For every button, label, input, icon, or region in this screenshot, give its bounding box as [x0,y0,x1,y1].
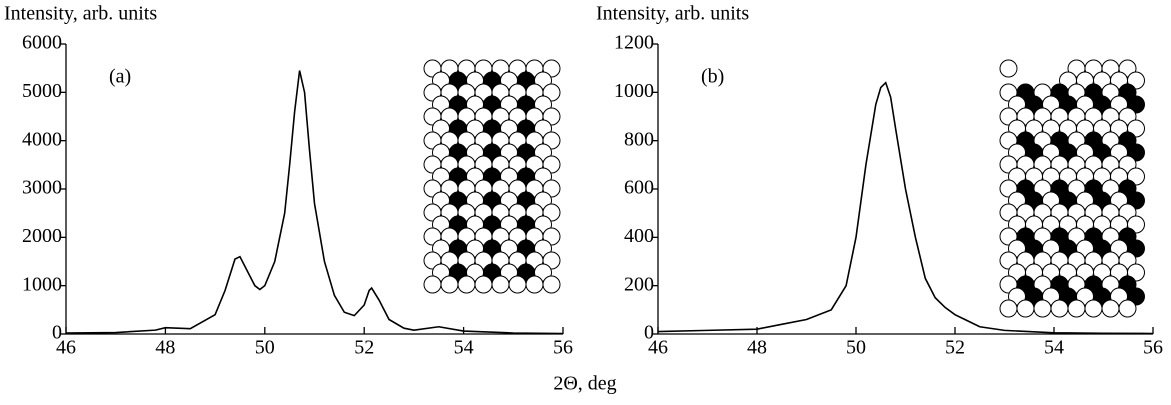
y-tick-label: 1000 [22,273,62,295]
x-tick-label: 48 [155,337,175,359]
intensity-line [657,81,1154,335]
atom [1050,299,1069,318]
atom [440,275,459,294]
atom [1101,299,1120,318]
y-tick-label: 600 [624,177,654,199]
panel-label: (a) [109,66,131,88]
x-tick-label: 54 [454,337,474,359]
y-tick-label: 4000 [22,128,62,150]
y-tick-label: 1000 [614,80,654,102]
atom [423,275,442,294]
x-tick-label: 50 [846,337,866,359]
y-tick-label: 1200 [614,32,654,54]
y-tick-label: 200 [624,273,654,295]
y-tick-label: 800 [624,128,654,150]
y-tick-label: 3000 [22,177,62,199]
atom [491,275,510,294]
atom [1067,299,1086,318]
atom [1016,299,1035,318]
x-tick-label: 46 [56,337,76,359]
x-tick-label: 52 [945,337,965,359]
atom [525,275,544,294]
x-tick-label: 52 [354,337,374,359]
atom [474,275,493,294]
x-tick-label: 54 [1044,337,1064,359]
x-tick-label: 46 [648,337,668,359]
x-axis-label: 2Θ, deg [553,373,616,395]
panel-label: (b) [701,66,724,88]
intensity-line [65,70,564,335]
y-axis-label: Intensity, arb. units [4,3,157,25]
y-tick-label: 0 [644,322,654,344]
atom [1033,299,1052,318]
x-tick-label: 56 [553,337,573,359]
y-tick-label: 2000 [22,225,62,247]
y-tick-label: 5000 [22,80,62,102]
atom [508,275,527,294]
x-tick-label: 48 [747,337,767,359]
atom [999,59,1018,78]
atom [1084,299,1103,318]
x-tick-label: 50 [255,337,275,359]
y-tick-label: 400 [624,225,654,247]
atom [457,275,476,294]
y-tick-label: 6000 [22,32,62,54]
atom [1118,299,1137,318]
atom [999,299,1018,318]
y-tick-label: 0 [52,322,62,344]
atom [542,275,561,294]
y-axis-label: Intensity, arb. units [596,3,749,25]
x-tick-label: 56 [1143,337,1163,359]
